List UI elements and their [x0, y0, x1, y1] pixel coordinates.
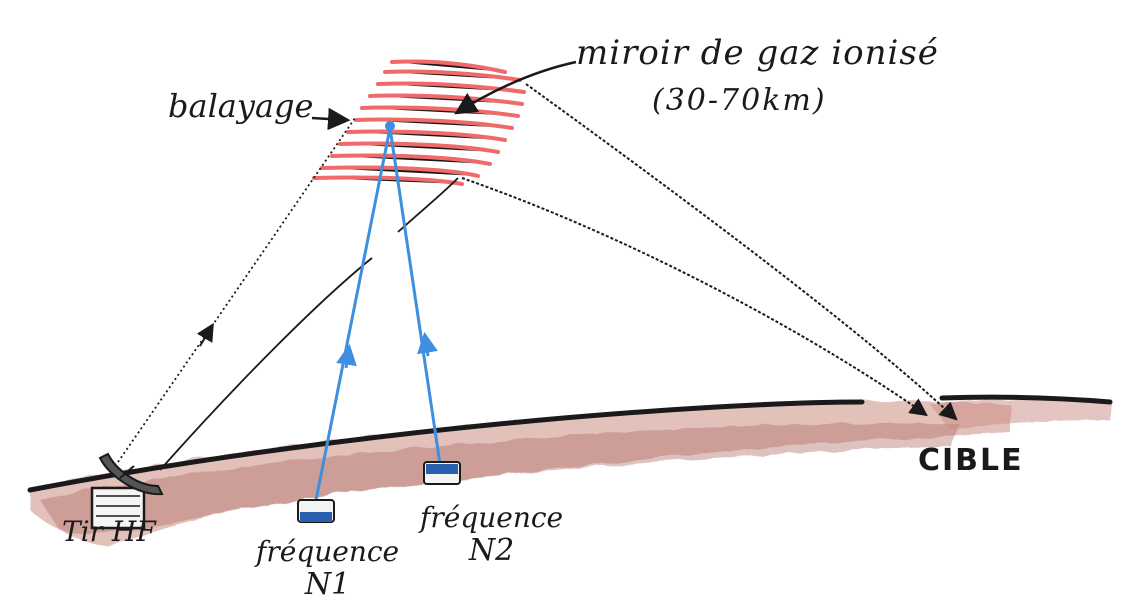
mirror-label: miroir de gaz ionisé — [576, 33, 939, 73]
emitter-label: Tir HF — [62, 515, 156, 548]
frequency-n1-label: fréquence N1 — [256, 538, 399, 600]
hf-emitter-icon — [90, 452, 164, 530]
beam-intersection-point — [385, 121, 395, 131]
altitude-label: (30-70km) — [652, 83, 827, 118]
ground-shading — [30, 399, 1110, 548]
frequency-n2-word: fréquence — [420, 501, 564, 534]
mirror-pointer-arrow — [454, 60, 577, 115]
station-n2-icon — [423, 461, 461, 485]
frequency-beam-n1-arrow — [336, 343, 357, 369]
ionized-gas-mirror — [312, 59, 526, 186]
emitter-beam-right — [159, 177, 459, 471]
reflected-beam-outer — [525, 83, 958, 421]
sweep-label: balayage — [168, 87, 314, 125]
horizon-line — [27, 399, 865, 493]
frequency-n2-label: fréquence N2 — [420, 504, 563, 566]
horizon-line-right — [939, 394, 1113, 405]
target-label: CIBLE — [918, 443, 1024, 478]
emitter-beam-left — [117, 117, 356, 463]
station-n1-icon — [297, 499, 335, 523]
reflected-beam-inner — [461, 177, 928, 417]
emitter-beam-left-arrow — [196, 322, 214, 347]
frequency-beam-n2-arrow — [417, 331, 438, 357]
frequency-beam-n1 — [314, 127, 392, 501]
frequency-n1-word: fréquence — [256, 535, 400, 568]
frequency-n1-sub: N1 — [304, 567, 351, 602]
frequency-n2-sub: N2 — [468, 533, 515, 568]
frequency-beam-n2 — [388, 127, 442, 465]
sweep-arrow — [311, 107, 351, 131]
